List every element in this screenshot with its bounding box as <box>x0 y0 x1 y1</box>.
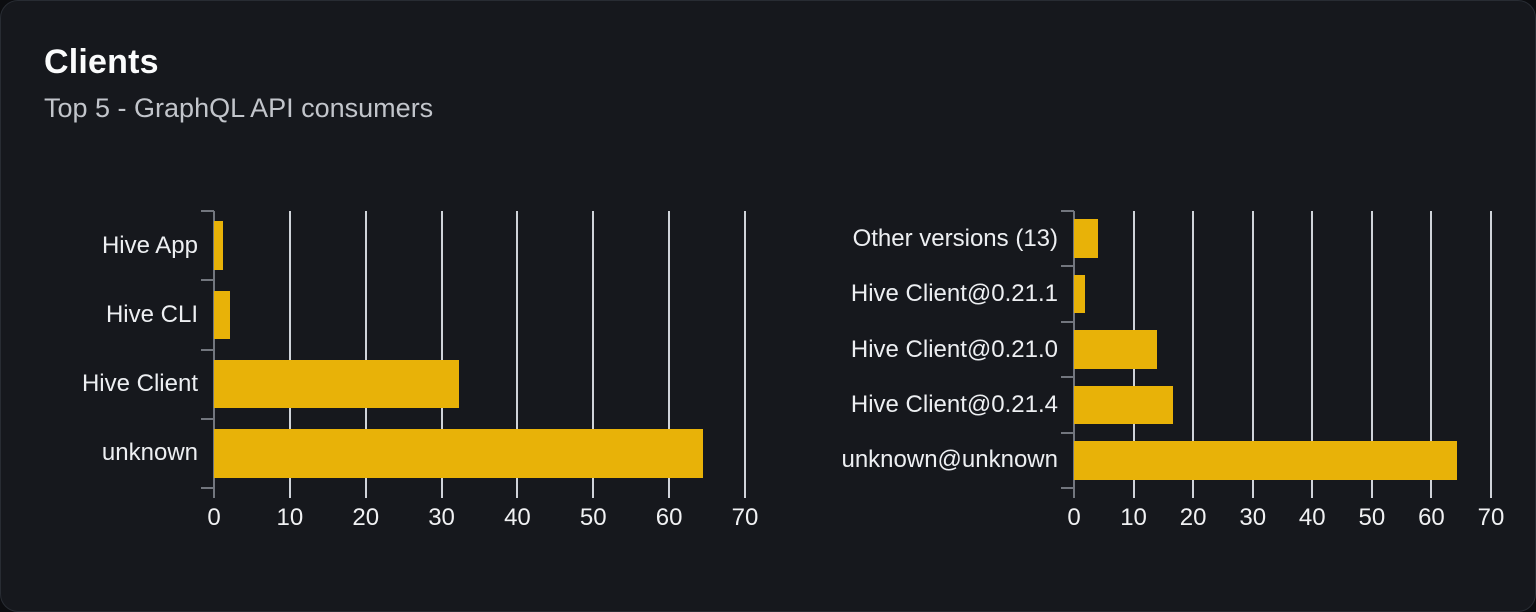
bar[interactable] <box>214 290 230 340</box>
category-label: Other versions (13) <box>852 224 1058 252</box>
x-tick-label: 40 <box>504 504 531 531</box>
x-tick-label: 20 <box>1179 504 1207 531</box>
y-axis-tick <box>1061 487 1074 489</box>
x-tick-label: 30 <box>1239 504 1267 531</box>
y-axis-tick <box>201 348 214 351</box>
x-tick-label: 40 <box>1298 504 1326 531</box>
gridline <box>668 211 671 498</box>
y-axis-tick <box>1061 265 1074 268</box>
bar[interactable] <box>214 221 224 270</box>
x-tick-label: 30 <box>428 504 455 531</box>
x-tick-label: 70 <box>1477 504 1505 531</box>
y-axis-line <box>213 211 215 498</box>
x-tick-label: 10 <box>1120 504 1147 531</box>
category-label: Hive Client@0.21.4 <box>850 390 1058 418</box>
panel-subtitle: Top 5 - GraphQL API consumers <box>44 93 434 123</box>
gridline <box>1311 211 1314 498</box>
bar[interactable] <box>1074 219 1098 259</box>
gridline <box>516 211 519 498</box>
y-axis-tick <box>1061 210 1074 212</box>
y-axis-tick <box>1061 320 1074 323</box>
gridline <box>1370 211 1373 498</box>
gridline <box>1192 211 1195 498</box>
clients-by-name-chart: 0 10 20 30 40 50 60 70 Hive App Hive CLI Hive Clie… <box>82 210 758 531</box>
gridline <box>1251 211 1254 498</box>
x-tick-label: 20 <box>352 504 380 531</box>
x-tick-label: 50 <box>579 504 607 531</box>
bar[interactable] <box>1074 274 1085 314</box>
bar[interactable] <box>214 429 704 478</box>
bar[interactable] <box>1074 330 1157 369</box>
x-tick-label: 50 <box>1358 504 1386 531</box>
y-axis-tick <box>201 487 214 489</box>
category-label: unknown <box>101 439 198 467</box>
gridline <box>364 211 367 498</box>
category-label: Hive Client <box>81 370 198 398</box>
y-axis-tick <box>201 279 214 282</box>
category-label: Hive App <box>101 231 198 259</box>
panel-title: Clients <box>44 43 159 81</box>
gridline <box>744 211 746 498</box>
bar[interactable] <box>1074 440 1458 480</box>
category-label: Hive CLI <box>105 300 198 328</box>
y-axis-tick <box>1061 376 1074 379</box>
bar[interactable] <box>1074 385 1173 425</box>
x-tick-label: 60 <box>1418 504 1445 531</box>
x-tick-label: 0 <box>1067 504 1081 531</box>
category-label: Hive Client@0.21.1 <box>850 280 1058 308</box>
x-tick-label: 60 <box>655 504 683 531</box>
category-label: unknown@unknown <box>841 446 1058 474</box>
gridline <box>288 211 291 498</box>
y-axis-tick <box>201 210 214 212</box>
category-label: Hive Client@0.21.0 <box>850 335 1058 363</box>
x-tick-label: 70 <box>731 504 759 531</box>
gridline <box>592 211 595 498</box>
y-axis-tick <box>1061 431 1074 434</box>
bar[interactable] <box>214 359 460 409</box>
x-tick-label: 10 <box>276 504 304 531</box>
x-tick-label: 0 <box>207 504 221 531</box>
gridline <box>1430 211 1433 498</box>
y-axis-tick <box>201 417 214 420</box>
gridline <box>1490 211 1492 498</box>
gridline <box>440 211 443 498</box>
clients-by-version-chart: 0 10 20 30 40 50 60 70 Other versions (13) Hive C… <box>841 210 1504 531</box>
